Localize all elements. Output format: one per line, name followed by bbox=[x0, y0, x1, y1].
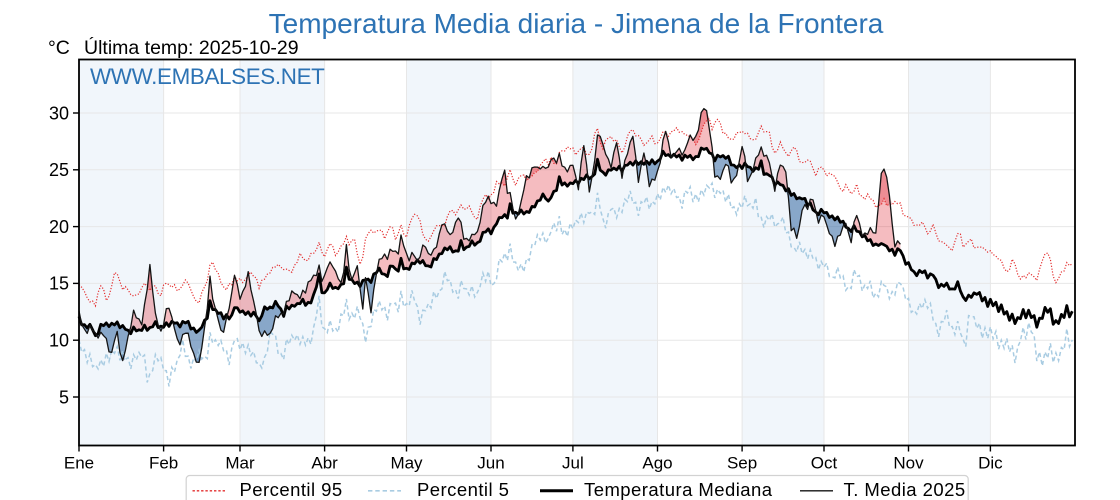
svg-text:Percentil 5: Percentil 5 bbox=[417, 479, 509, 500]
svg-text:T. Media 2025: T. Media 2025 bbox=[844, 479, 966, 500]
svg-text:Jul: Jul bbox=[562, 454, 584, 473]
svg-text:Percentil 95: Percentil 95 bbox=[240, 479, 343, 500]
svg-text:Abr: Abr bbox=[311, 454, 338, 473]
svg-text:25: 25 bbox=[49, 160, 69, 180]
svg-text:Dic: Dic bbox=[978, 454, 1003, 473]
svg-text:Oct: Oct bbox=[811, 454, 838, 473]
svg-text:Última temp: 2025-10-29: Última temp: 2025-10-29 bbox=[84, 36, 299, 59]
svg-text:Ene: Ene bbox=[64, 454, 94, 473]
svg-text:30: 30 bbox=[49, 103, 69, 123]
svg-text:20: 20 bbox=[49, 217, 69, 237]
svg-text:Feb: Feb bbox=[149, 454, 178, 473]
svg-text:May: May bbox=[390, 454, 423, 473]
svg-text:°C: °C bbox=[48, 37, 70, 59]
svg-text:Nov: Nov bbox=[893, 454, 924, 473]
svg-text:15: 15 bbox=[49, 274, 69, 294]
svg-text:Temperatura Media diaria - Jim: Temperatura Media diaria - Jimena de la … bbox=[269, 8, 884, 39]
svg-text:Mar: Mar bbox=[225, 454, 255, 473]
svg-text:10: 10 bbox=[49, 331, 69, 351]
svg-text:Temperatura Mediana: Temperatura Mediana bbox=[584, 479, 773, 500]
svg-text:Ago: Ago bbox=[642, 454, 672, 473]
svg-text:WWW.EMBALSES.NET: WWW.EMBALSES.NET bbox=[90, 64, 325, 89]
svg-text:Sep: Sep bbox=[727, 454, 757, 473]
svg-text:Jun: Jun bbox=[477, 454, 504, 473]
svg-text:5: 5 bbox=[59, 387, 69, 407]
